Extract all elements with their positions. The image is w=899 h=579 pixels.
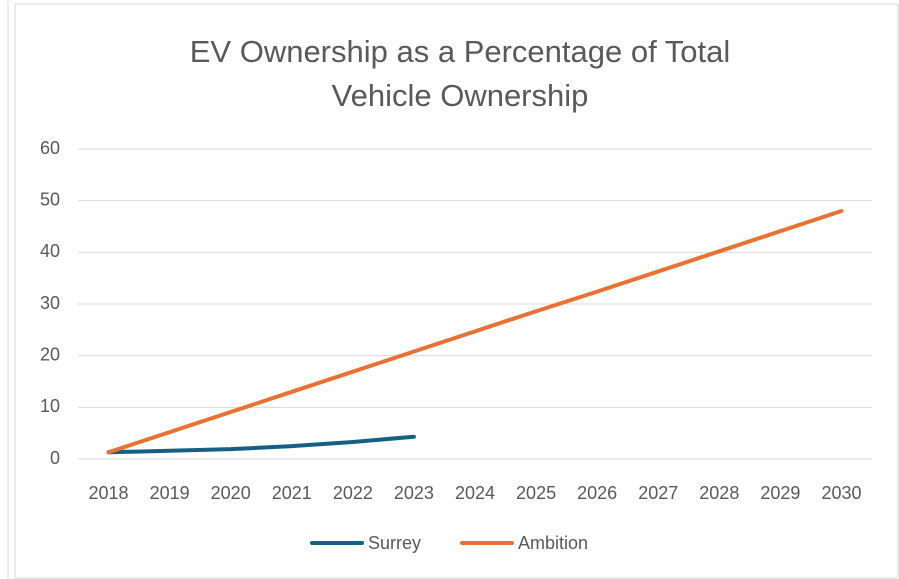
x-tick-label: 2027 (638, 483, 678, 503)
x-tick-label: 2023 (394, 483, 434, 503)
x-tick-label: 2030 (821, 483, 861, 503)
y-tick-label: 60 (40, 138, 60, 158)
chart-frame (14, 3, 899, 579)
y-tick-label: 20 (40, 344, 60, 364)
x-tick-label: 2024 (455, 483, 495, 503)
legend-label: Surrey (368, 533, 421, 553)
y-tick-label: 50 (40, 189, 60, 209)
x-tick-label: 2019 (150, 483, 190, 503)
x-tick-label: 2018 (89, 483, 129, 503)
x-tick-label: 2022 (333, 483, 373, 503)
x-tick-label: 2025 (516, 483, 556, 503)
x-tick-label: 2021 (272, 483, 312, 503)
chart-title: EV Ownership as a Percentage of Total Ve… (189, 34, 731, 113)
series-line (106, 209, 844, 455)
y-tick-label: 40 (40, 241, 60, 261)
y-tick-label: 30 (40, 293, 60, 313)
legend-label: Ambition (518, 533, 588, 553)
x-tick-label: 2026 (577, 483, 617, 503)
x-tick-label: 2028 (699, 483, 739, 503)
y-tick-label: 0 (50, 448, 60, 468)
x-tick-label: 2029 (760, 483, 800, 503)
y-tick-label: 10 (40, 396, 60, 416)
series-line (106, 434, 416, 455)
x-tick-label: 2020 (211, 483, 251, 503)
